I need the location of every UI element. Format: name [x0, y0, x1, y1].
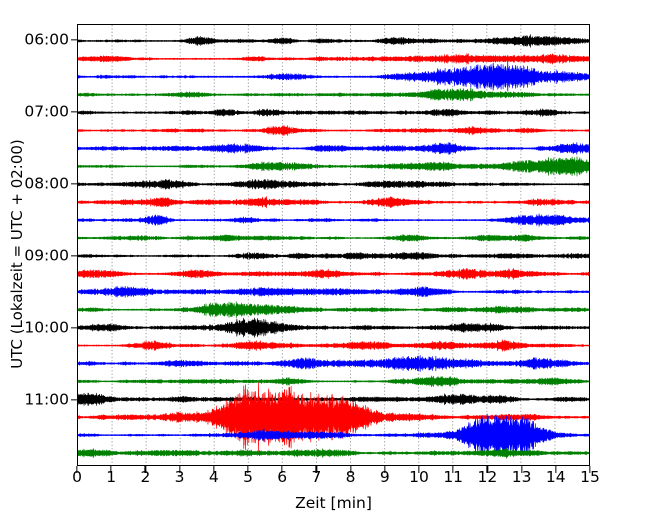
x-tick-label-4: 4: [208, 468, 219, 486]
x-tick-mark: [418, 466, 420, 473]
trace-0900: [78, 251, 589, 261]
x-tick-mark: [384, 466, 386, 473]
x-tick-label-9: 9: [379, 468, 390, 486]
x-tick-label-13: 13: [511, 468, 532, 486]
x-tick-mark: [486, 466, 489, 473]
x-tick-label-12: 12: [477, 468, 498, 486]
trace-0930: [78, 285, 589, 298]
x-tick-label-11: 11: [443, 468, 464, 486]
grid-lines: [111, 25, 556, 465]
x-tick-label-0: 0: [72, 468, 82, 486]
x-tick-mark: [589, 466, 591, 473]
trace-1145: [78, 447, 589, 459]
y-tick-mark: [70, 327, 77, 329]
plot-area[interactable]: [77, 24, 590, 466]
trace-0845: [78, 234, 589, 242]
trace-1000: [78, 317, 589, 338]
trace-0800: [78, 178, 589, 190]
y-tick-label-1000: 10:00: [24, 318, 69, 337]
x-axis-tick-labels: 0 1 2 3 4 5 6 7 8 9 10 11 12 13 14 15: [72, 468, 600, 494]
y-tick-mark: [70, 399, 77, 401]
y-tick-label-0900: 09:00: [24, 246, 69, 265]
x-tick-mark: [144, 466, 147, 473]
x-tick-mark: [281, 466, 283, 473]
x-tick-mark: [76, 466, 78, 473]
y-tick-label-1100: 11:00: [24, 390, 69, 409]
y-tick-label-0800: 08:00: [24, 174, 69, 193]
y-tick-label-0700: 07:00: [24, 102, 69, 121]
trace-0815: [78, 196, 589, 209]
x-tick-mark: [555, 466, 557, 473]
x-tick-label-5: 5: [243, 468, 253, 486]
trace-1015: [78, 339, 589, 352]
trace-1130: [78, 413, 589, 457]
x-tick-label-1: 1: [106, 468, 117, 486]
x-tick-label-3: 3: [174, 468, 185, 486]
x-tick-label-2: 2: [140, 468, 151, 486]
trace-0615: [78, 53, 589, 65]
x-tick-mark: [247, 466, 249, 473]
trace-0630: [78, 61, 589, 92]
x-tick-mark: [520, 466, 523, 473]
x-tick-mark: [349, 466, 352, 473]
trace-1045: [78, 375, 589, 388]
x-tick-mark: [178, 466, 181, 473]
seismogram-traces: [78, 34, 589, 459]
trace-0700: [78, 108, 589, 117]
trace-0600: [78, 34, 589, 48]
trace-0830: [78, 213, 589, 227]
y-tick-mark: [70, 111, 77, 113]
y-tick-mark: [70, 255, 77, 257]
x-axis-title: Zeit [min]: [295, 494, 372, 512]
y-tick-mark: [70, 183, 77, 185]
y-axis-tick-labels: 06:00 07:00 08:00 09:00 10:00 11:00: [0, 24, 69, 466]
trace-0645: [78, 87, 589, 102]
trace-1030: [78, 354, 589, 372]
y-tick-label-0600: 06:00: [24, 30, 69, 49]
x-tick-label-8: 8: [345, 468, 356, 486]
x-tick-label-15: 15: [580, 468, 600, 486]
x-tick-mark: [452, 466, 454, 473]
x-tick-label-7: 7: [311, 468, 322, 486]
trace-0945: [78, 301, 589, 319]
x-tick-mark: [110, 466, 112, 473]
trace-0745: [78, 156, 589, 177]
x-tick-label-14: 14: [545, 468, 566, 486]
x-tick-mark: [315, 466, 318, 473]
x-tick-label-6: 6: [277, 468, 288, 486]
trace-1100: [78, 392, 589, 406]
trace-0730: [78, 142, 589, 155]
x-tick-label-10: 10: [409, 468, 429, 486]
trace-0715: [78, 125, 589, 136]
x-tick-mark: [213, 466, 215, 473]
y-tick-mark: [70, 39, 77, 41]
trace-0915: [78, 268, 589, 280]
